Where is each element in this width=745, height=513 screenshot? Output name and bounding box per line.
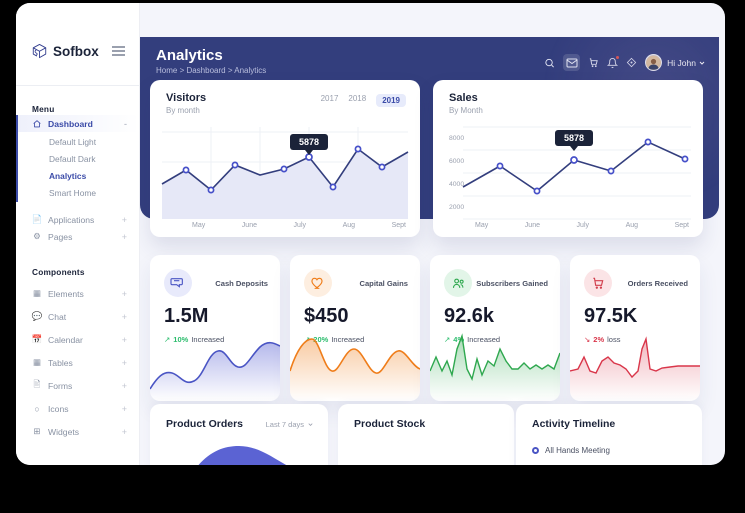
svg-text:5878: 5878 [299,137,319,147]
svg-text:5878: 5878 [564,133,584,143]
